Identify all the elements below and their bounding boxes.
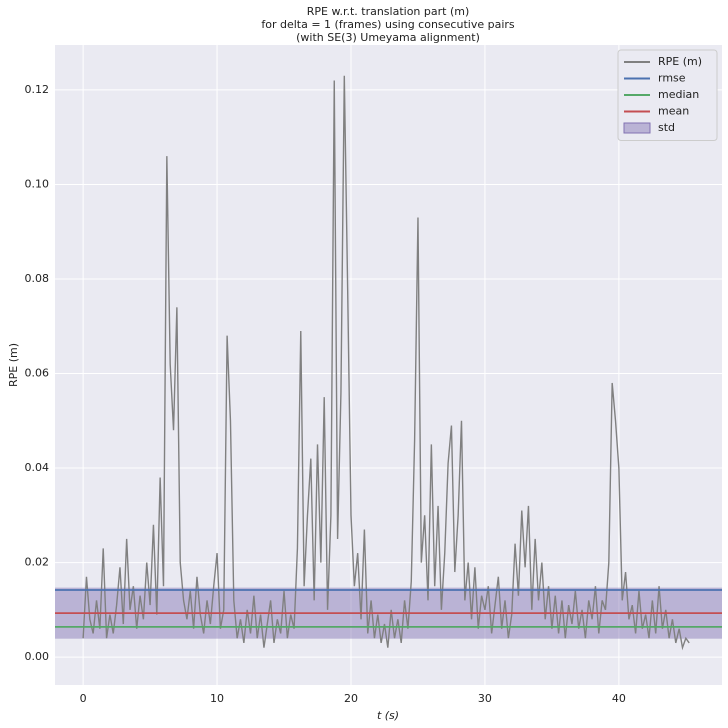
x-tick-label: 10 xyxy=(210,692,224,705)
y-tick-label: 0.04 xyxy=(25,461,50,474)
y-tick-label: 0.08 xyxy=(25,272,50,285)
y-tick-label: 0.10 xyxy=(25,177,50,190)
x-axis-label: t (s) xyxy=(377,709,399,722)
x-tick-label: 20 xyxy=(344,692,358,705)
chart-subtitle: for delta = 1 (frames) using consecutive… xyxy=(261,18,515,31)
x-tick-label: 0 xyxy=(80,692,87,705)
plot-area xyxy=(55,45,722,685)
legend-label: median xyxy=(658,88,699,101)
chart-title: RPE w.r.t. translation part (m) xyxy=(307,5,470,18)
legend-swatch xyxy=(623,122,651,134)
x-tick-label: 30 xyxy=(478,692,492,705)
legend-label: RPE (m) xyxy=(658,55,702,68)
legend-label: rmse xyxy=(658,72,686,85)
y-axis-label: RPE (m) xyxy=(7,343,20,387)
legend-box xyxy=(617,49,718,141)
legend-label: mean xyxy=(658,105,689,118)
x-tick-label: 40 xyxy=(612,692,626,705)
y-tick-label: 0.12 xyxy=(25,83,50,96)
chart-subtitle: (with SE(3) Umeyama alignment) xyxy=(296,31,480,44)
legend-label: std xyxy=(658,121,675,134)
y-tick-label: 0.06 xyxy=(25,367,50,380)
y-tick-label: 0.00 xyxy=(25,650,50,663)
y-tick-label: 0.02 xyxy=(25,556,50,569)
data-line xyxy=(82,75,690,651)
